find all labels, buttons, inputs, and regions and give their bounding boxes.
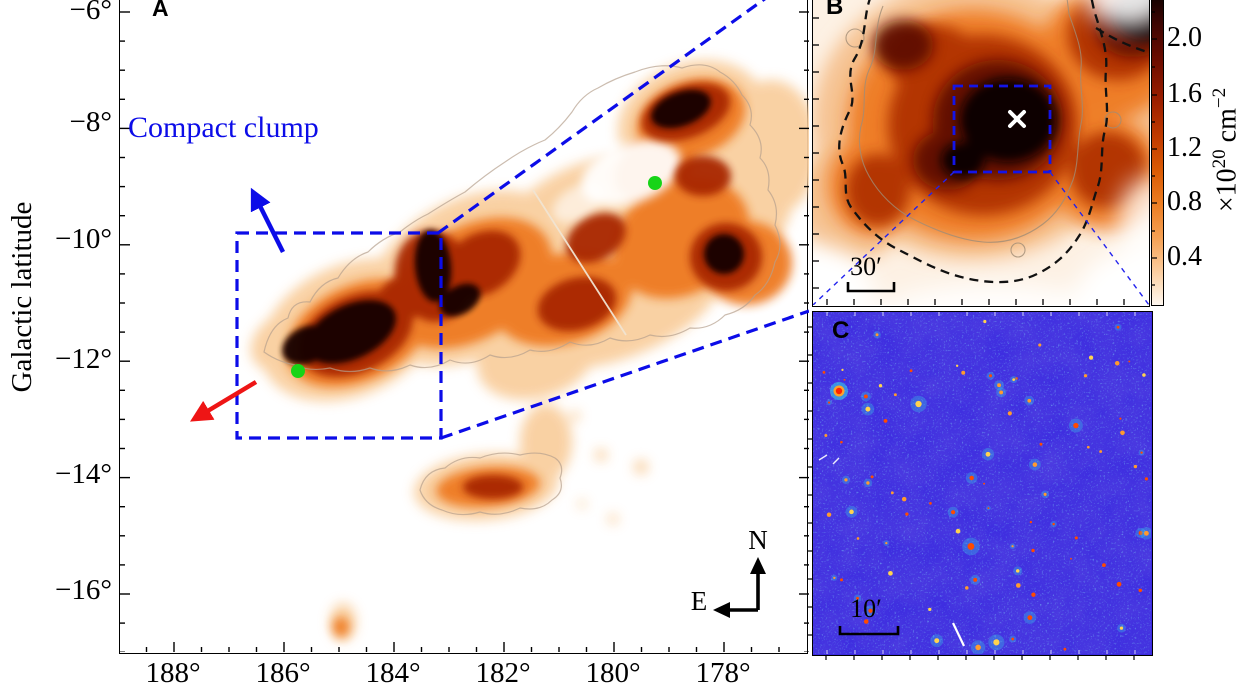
compass-east-label: E: [690, 586, 708, 616]
panel-b-ticks: [813, 17, 1125, 305]
colorbar-tick-0_4: 0.4: [1167, 241, 1202, 272]
panel-c-bottom-ticks: [825, 656, 1135, 660]
compact-clump-arrow: [250, 187, 286, 254]
green-marker-1: [291, 364, 305, 378]
scalebar-10-bracket: [838, 626, 900, 636]
bright-source: [830, 382, 848, 400]
compass-arrows: [713, 557, 766, 618]
panel-c-image: [813, 312, 1151, 654]
nebula-cores: [282, 89, 744, 365]
panel-b-label: B: [826, 0, 844, 20]
boundary-contour-dashed: [838, 0, 1149, 284]
x-tick-188: 188°: [145, 657, 201, 689]
colorbar: [1151, 0, 1164, 306]
scalebar-10-label: 10′: [850, 594, 882, 623]
peak-x-marker: [1008, 110, 1026, 128]
y-tick-m6: −6°: [69, 0, 112, 26]
scalebar-30-bracket: [846, 282, 896, 293]
streak-artifact: [532, 189, 627, 336]
clump-thin-contours: [845, 0, 1122, 258]
zoom-connector-top: [437, 0, 766, 235]
panel-c-inner-ticks: [826, 312, 1136, 654]
green-marker-2: [648, 176, 662, 190]
white-marks: [818, 454, 840, 465]
y-tick-m12: −12°: [55, 343, 112, 375]
panel-a: [119, 0, 809, 654]
y-tick-m8: −8°: [69, 106, 112, 138]
colorbar-tick-1_2: 1.2: [1167, 132, 1202, 163]
red-arrow: [189, 380, 258, 422]
subfield-connectors: [813, 171, 1149, 305]
colorbar-ticks: [1152, 11, 1157, 286]
colorbar-tick-0_8: 0.8: [1167, 186, 1202, 217]
compact-clump-annotation: Compact clump: [128, 111, 319, 144]
x-tick-180: 180°: [585, 657, 641, 689]
compass-north-label: N: [748, 525, 768, 555]
scalebar-30-label: 30′: [850, 252, 882, 281]
y-tick-m16: −16°: [55, 574, 112, 606]
grey-contours: [263, 64, 781, 516]
subfield-box: [952, 84, 1052, 174]
zoom-box: [235, 231, 443, 440]
colorbar-tick-1_6: 1.6: [1167, 78, 1202, 109]
panel-b-map: [813, 0, 1149, 305]
colorbar-tick-2_0: 2.0: [1167, 22, 1202, 53]
panel-a-ticks: [120, 11, 809, 652]
panel-c: [812, 311, 1153, 656]
y-tick-m14: −14°: [55, 458, 112, 490]
panel-c-label: C: [832, 317, 850, 344]
x-tick-184: 184°: [365, 657, 421, 689]
panel-b: [812, 0, 1150, 307]
white-streak: [952, 622, 965, 647]
panel-a-label: A: [152, 0, 169, 21]
y-tick-m10: −10°: [55, 223, 112, 255]
x-tick-182: 182°: [475, 657, 531, 689]
x-tick-186: 186°: [255, 657, 311, 689]
panel-a-map: [120, 0, 809, 652]
panel-c-sources: [822, 319, 1151, 654]
zoom-connector-bottom: [440, 309, 809, 440]
x-tick-178: 178°: [695, 657, 751, 689]
panel-c-left-ticks: [808, 326, 812, 636]
